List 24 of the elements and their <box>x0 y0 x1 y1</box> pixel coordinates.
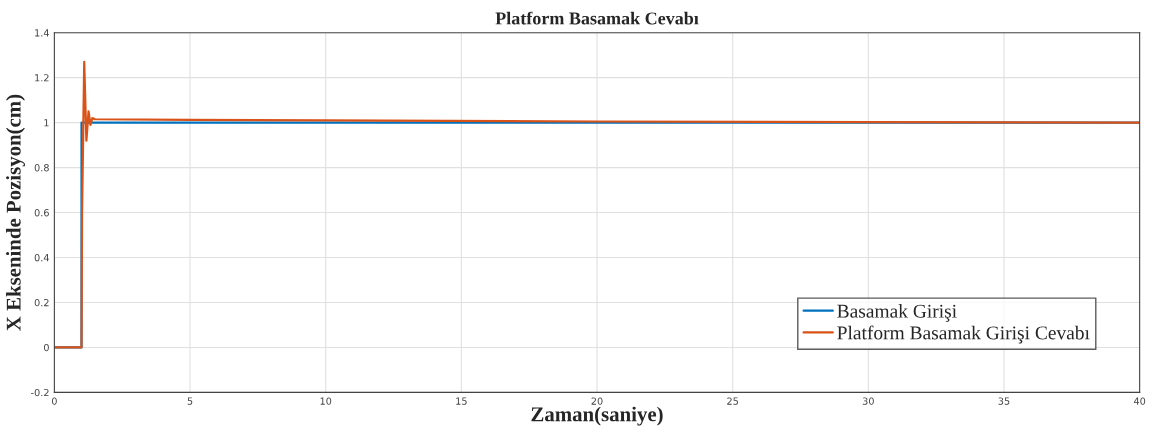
x-tick-label: 25 <box>727 397 739 405</box>
x-tick-label: 40 <box>1133 397 1146 405</box>
y-tick-label: 0 <box>43 343 49 352</box>
legend-label: Basamak Girişi <box>837 304 957 322</box>
y-tick-label: 0.8 <box>34 164 49 172</box>
y-tick-label: 0.4 <box>34 253 49 262</box>
legend-label: Platform Basamak Girişi Cevabı <box>837 325 1090 344</box>
x-tick-label: 35 <box>998 397 1010 405</box>
y-tick-label: 0.2 <box>34 298 49 307</box>
y-axis-title: X Ekseninde Pozisyon(cm) <box>6 94 25 331</box>
y-tick-label: 1.4 <box>35 29 49 37</box>
y-tick-label: -0.2 <box>31 388 49 397</box>
x-axis-title: Zaman(saniye) <box>531 406 663 426</box>
x-tick-label: 10 <box>320 397 332 405</box>
x-tick-label: 20 <box>591 397 603 405</box>
x-tick-label: 30 <box>862 397 874 405</box>
y-tick-label: 1 <box>44 119 49 127</box>
line-series <box>54 60 1140 349</box>
chart-title: Platform Basamak Cevabı <box>495 11 699 25</box>
y-tick-label: 0.6 <box>34 209 49 217</box>
x-tick-label: 15 <box>456 397 467 405</box>
x-tick-label: 5 <box>187 397 193 405</box>
y-tick-label: 1.2 <box>35 74 49 82</box>
x-tick-label: 0 <box>51 397 57 405</box>
